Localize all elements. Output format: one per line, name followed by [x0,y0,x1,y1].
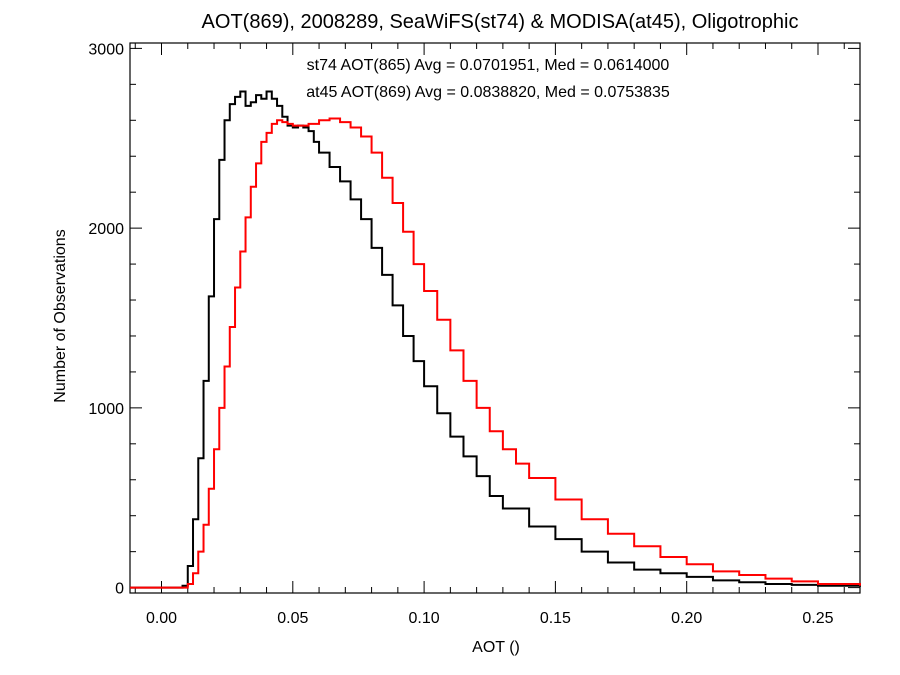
x-tick-label: 0.15 [540,610,571,627]
x-tick-label: 0.05 [277,610,308,627]
x-tick-label: 0.20 [671,610,702,627]
y-tick-label: 1000 [88,401,124,418]
y-tick-label: 3000 [88,41,124,58]
plot-axes [129,42,861,594]
stats-annotation-st74: st74 AOT(865) Avg = 0.0701951, Med = 0.0… [307,57,670,74]
series-line-st74 [130,90,861,589]
y-tick-label: 0 [115,581,124,598]
x-tick-label: 0.00 [146,610,177,627]
x-tick-label: 0.25 [802,610,833,627]
x-tick-label: 0.10 [409,610,440,627]
x-axis-label: AOT () [472,639,520,656]
series-layer [130,90,861,589]
axis-tick-labels: 0.00 0.05 0.10 0.15 0.20 0.25 0 1000 2000 3000 [88,41,833,627]
y-tick-label: 2000 [88,221,124,238]
series-line-at45 [130,117,861,589]
stats-annotation-at45: at45 AOT(869) Avg = 0.0838820, Med = 0.0… [306,84,670,101]
chart-title: AOT(869), 2008289, SeaWiFS(st74) & MODIS… [202,11,799,33]
plot-frame [129,42,861,594]
axis-ticks [130,43,860,593]
y-axis-label: Number of Observations [52,229,69,402]
